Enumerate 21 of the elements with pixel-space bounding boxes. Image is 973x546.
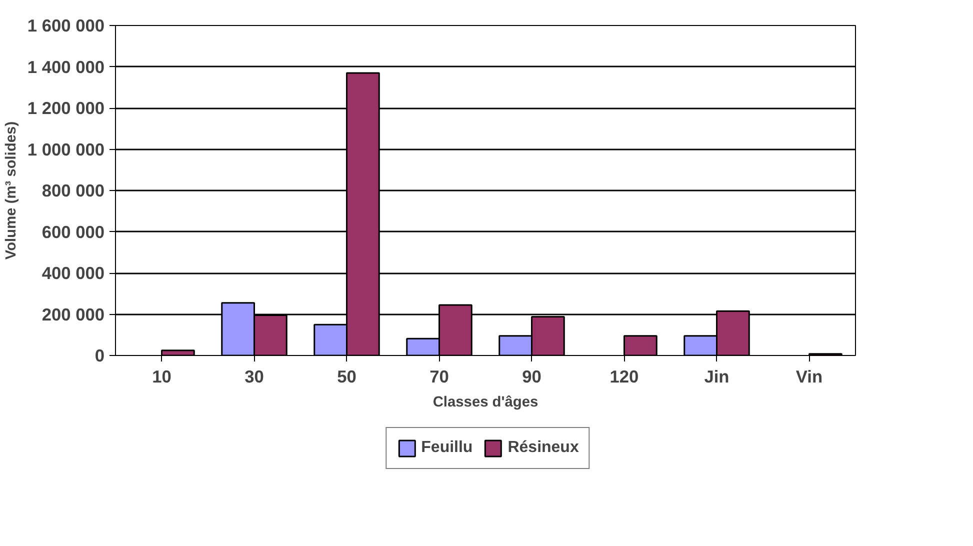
y-tick-label: 1 000 000 [27, 139, 105, 160]
legend-label: Résineux [508, 439, 579, 457]
x-tick-label: 10 [152, 366, 172, 386]
x-tick-label: 120 [610, 366, 639, 386]
y-tick-label: 200 000 [42, 304, 105, 324]
x-tick-label: 30 [244, 366, 264, 386]
y-axis-title: Volume (m³ solides) [3, 121, 20, 260]
x-tick-label: 90 [522, 366, 542, 386]
y-tick-label: 1 400 000 [27, 56, 105, 77]
x-tick-label: Vin [796, 366, 823, 386]
y-tick-label: 800 000 [42, 180, 105, 200]
y-tick-label: 600 000 [42, 222, 105, 242]
x-tick-label: 50 [337, 366, 356, 386]
y-tick-label: 0 [94, 346, 105, 366]
y-tick-label: 400 000 [42, 263, 105, 283]
y-tick-label: 1 600 000 [27, 16, 105, 36]
y-tick-label: 1 200 000 [27, 98, 105, 118]
legend-label: Feuillu [421, 439, 473, 457]
x-tick-label: Jin [704, 366, 730, 386]
x-axis-title: Classes d'âges [432, 394, 538, 410]
x-tick-label: 70 [430, 366, 449, 386]
